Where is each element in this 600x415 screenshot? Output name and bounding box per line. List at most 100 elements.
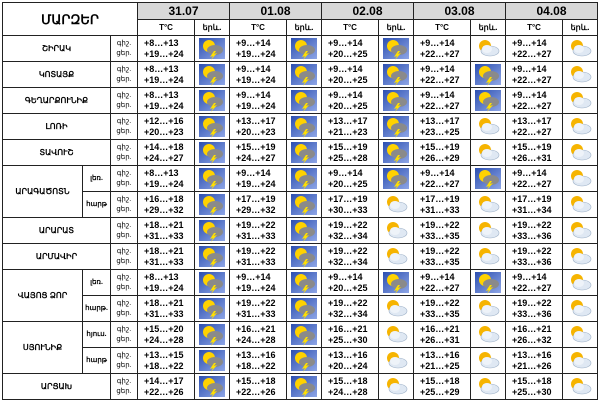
temperature: +19…+22 +33…+36 [505, 295, 563, 322]
icon-cell [286, 373, 322, 400]
weather-icon [199, 168, 225, 190]
period-labels: գիշ. ցեր. [110, 295, 138, 322]
day-temp: +19…+24 [144, 178, 184, 189]
night-temp: +19…+22 [328, 219, 368, 230]
day-temp: +22…+27 [512, 126, 552, 137]
day-temp: +31…+33 [236, 308, 276, 319]
day-temp: +19…+24 [144, 100, 184, 111]
icon-cell [470, 35, 506, 62]
day-temp: +33…+36 [512, 230, 552, 241]
temperature: +19…+22 +32…+34 [321, 295, 379, 322]
temperature: +15…+19 +26…+31 [505, 139, 563, 166]
weather-icon [291, 116, 317, 138]
day-temp: +31…+33 [236, 230, 276, 241]
night-temp: +13…+16 [420, 349, 460, 360]
day-temp: +19…+24 [236, 100, 276, 111]
day-label: ցեր. [116, 205, 132, 213]
night-temp: +19…+22 [420, 219, 460, 230]
temperature: +15…+18 +22…+26 [229, 373, 287, 400]
icon-cell [562, 61, 598, 88]
date-header: 01.08 [229, 2, 322, 20]
day-temp: +22…+26 [236, 386, 276, 397]
night-temp: +13…+17 [420, 115, 460, 126]
icon-cell [470, 139, 506, 166]
icon-cell [286, 191, 322, 218]
weather-icon [475, 168, 501, 190]
sub-region: հարթ. [82, 295, 111, 322]
icon-cell [470, 217, 506, 244]
region-name: ԱՐՄԱՎԻՐ [2, 243, 111, 270]
night-temp: +13…+16 [236, 349, 276, 360]
day-temp: +20…+25 [328, 48, 368, 59]
night-temp: +15…+19 [236, 141, 276, 152]
night-temp: +9…+14 [328, 271, 363, 282]
weather-icon [383, 38, 409, 60]
night-temp: +9…+14 [236, 37, 271, 48]
period-labels: գիշ. ցեր. [110, 87, 138, 114]
weather-icon [291, 194, 317, 216]
temperature: +13…+17 +21…+23 [321, 113, 379, 140]
icon-cell [470, 269, 506, 296]
icon-cell [378, 165, 414, 192]
period-labels: գիշ. ցեր. [110, 243, 138, 270]
night-temp: +19…+22 [420, 245, 460, 256]
night-temp: +13…+17 [512, 115, 552, 126]
temperature: +15…+19 +25…+28 [321, 139, 379, 166]
period-labels: գիշ. ցեր. [110, 347, 138, 374]
temperature: +9…+14 +20…+25 [321, 269, 379, 296]
temp-header: T°C [505, 19, 563, 36]
icon-cell [562, 321, 598, 348]
icon-cell [286, 321, 322, 348]
night-temp: +15…+18 [420, 375, 460, 386]
date-header: 03.08 [413, 2, 506, 20]
icon-cell [470, 243, 506, 270]
weather-icon [383, 116, 409, 138]
temperature: +9…+14 +22…+27 [505, 35, 563, 62]
temperature: +13…+17 +20…+23 [229, 113, 287, 140]
icon-cell [562, 347, 598, 374]
day-label: ցեր. [116, 153, 132, 161]
weather-icon [387, 326, 408, 343]
temperature: +19…+22 +33…+36 [505, 217, 563, 244]
day-temp: +26…+31 [420, 334, 460, 345]
icon-cell [378, 269, 414, 296]
period-labels: գիշ. ցեր. [110, 165, 138, 192]
night-temp: +17…+19 [420, 193, 460, 204]
temperature: +8…+13 +19…+24 [137, 165, 195, 192]
day-temp: +19…+24 [236, 282, 276, 293]
weather-icon [199, 194, 225, 216]
icon-cell [194, 165, 230, 192]
temperature: +9…+14 +19…+24 [229, 61, 287, 88]
temperature: +19…+22 +31…+33 [229, 295, 287, 322]
weather-icon [291, 298, 317, 320]
weather-icon [571, 196, 592, 213]
weather-icon [571, 352, 592, 369]
day-label: ցեր. [116, 75, 132, 83]
icon-cell [286, 165, 322, 192]
night-temp: +17…+19 [236, 193, 276, 204]
day-temp: +29…+32 [144, 204, 184, 215]
weather-icon [571, 248, 592, 265]
night-label: գիշ. [116, 65, 132, 73]
icon-cell [194, 61, 230, 88]
weather-icon [383, 142, 409, 164]
day-temp: +24…+27 [144, 152, 184, 163]
day-temp: +24…+28 [144, 334, 184, 345]
day-temp: +26…+32 [512, 334, 552, 345]
period-labels: գիշ. ցեր. [110, 269, 138, 296]
weather-icon [479, 40, 500, 57]
icon-cell [286, 269, 322, 296]
night-temp: +15…+20 [144, 323, 184, 334]
temperature: +9…+14 +22…+27 [505, 269, 563, 296]
night-temp: +13…+17 [328, 115, 368, 126]
period-labels: գիշ. ցեր. [110, 113, 138, 140]
weather-icon [479, 352, 500, 369]
weather-icon [383, 64, 409, 86]
day-temp: +32…+34 [328, 256, 368, 267]
icon-cell [286, 35, 322, 62]
night-temp: +19…+22 [328, 245, 368, 256]
night-temp: +19…+22 [236, 245, 276, 256]
weather-icon [571, 144, 592, 161]
weather-icon [383, 168, 409, 190]
icon-cell [286, 347, 322, 374]
